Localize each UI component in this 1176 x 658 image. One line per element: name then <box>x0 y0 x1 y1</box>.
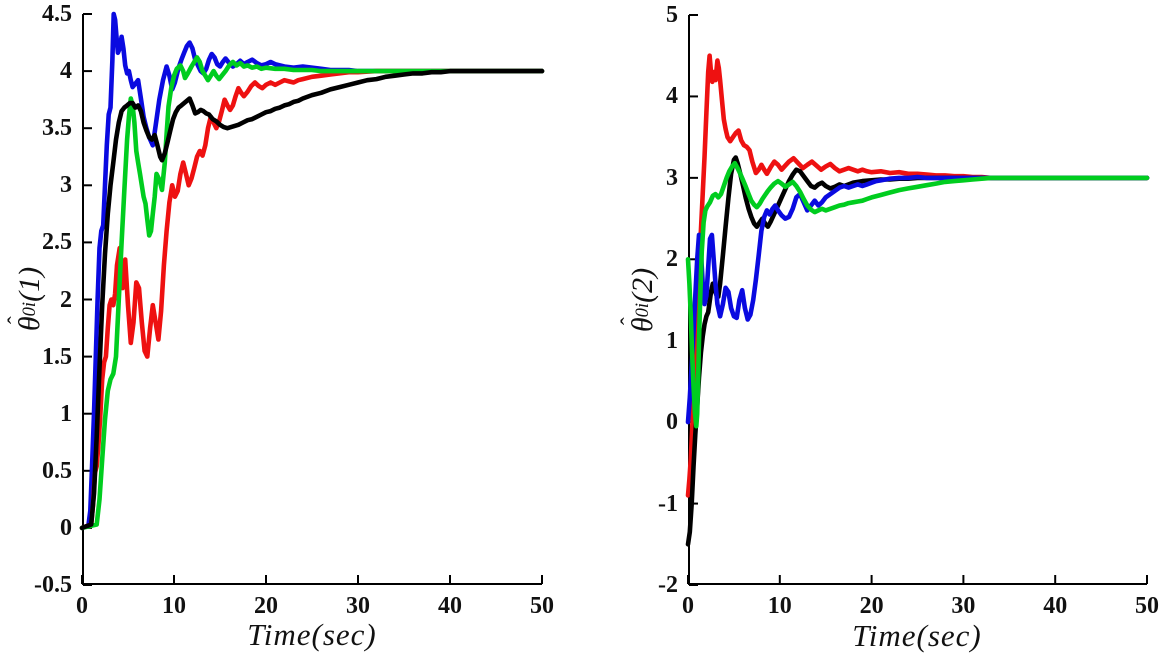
y-tick-label: -1 <box>658 490 678 517</box>
plot-canvas <box>79 11 545 586</box>
y-tick-label: 3 <box>666 164 678 191</box>
series-estimate-blue <box>685 174 1150 425</box>
series-estimate-black <box>685 155 1150 547</box>
y-tick-label: 2.5 <box>42 229 72 256</box>
x-tick-label: 40 <box>438 593 462 619</box>
y-tick-label: 2 <box>60 286 72 313</box>
series-estimate-green <box>79 55 545 531</box>
y-tick-label: 0.5 <box>42 457 72 484</box>
y-tick-label: -0.5 <box>34 572 72 598</box>
y-tick-label: -2 <box>658 572 678 598</box>
x-tick-label: 0 <box>682 593 694 619</box>
y-tick-label: 4 <box>60 58 72 85</box>
x-tick-label: 30 <box>346 593 370 619</box>
x-tick-label: 10 <box>767 593 792 619</box>
x-tick-label: 40 <box>1043 593 1068 619</box>
axis-spines <box>688 15 1147 585</box>
y-tick-label: 0 <box>666 409 678 436</box>
x-tick-label: 0 <box>76 593 88 619</box>
series-estimate-blue <box>79 11 545 531</box>
plot-canvas <box>685 14 1150 586</box>
x-tick-label: 20 <box>254 593 278 619</box>
left-plot: ˆ θ 0i (1) Time(sec) -0.5 0 0.5 1 1.5 2 2.5 3 3.5 4 4… <box>4 1 554 652</box>
y-tick-label: 5 <box>666 2 678 28</box>
y-tick-label: 1.5 <box>42 343 72 370</box>
right-plot: ˆ θ 0i (2) Time(sec) -2 -1 0 1 2 3 4 5 0 10 20 30 40 50 <box>617 2 1159 653</box>
axis-spines <box>82 14 542 585</box>
series-estimate-red <box>685 53 1150 498</box>
x-tick-label: 50 <box>530 593 554 619</box>
y-tick-label: 0 <box>60 514 72 541</box>
y-tick-label: 1 <box>666 327 678 354</box>
right-y-axis-label: ˆ θ 0i (2) <box>617 267 659 333</box>
right-x-axis-label: Time(sec) <box>852 618 982 653</box>
y-tick-label: 3.5 <box>42 115 72 142</box>
series-estimate-red <box>79 68 545 531</box>
x-tick-label: 10 <box>162 593 186 619</box>
left-x-axis-label: Time(sec) <box>247 617 377 652</box>
series-estimate-black <box>79 68 545 531</box>
series-estimate-green <box>685 160 1150 429</box>
y-tick-label: 4.5 <box>42 1 72 27</box>
y-tick-label: 2 <box>666 246 678 273</box>
y-tick-label: 1 <box>60 400 72 427</box>
x-tick-label: 30 <box>951 593 976 619</box>
x-tick-label: 20 <box>859 593 884 619</box>
x-tick-label: 50 <box>1135 593 1159 619</box>
y-tick-label: 3 <box>60 172 72 199</box>
y-tick-label: 4 <box>666 83 678 110</box>
